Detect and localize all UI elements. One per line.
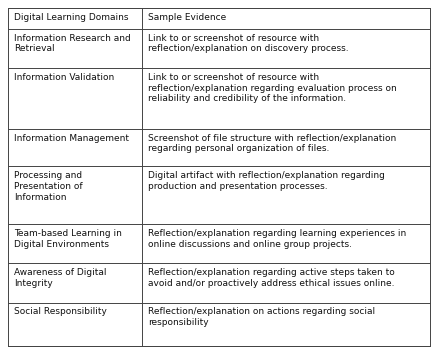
Text: Digital artifact with reflection/explanation regarding
production and presentati: Digital artifact with reflection/explana…	[148, 171, 385, 191]
Text: Information Validation: Information Validation	[14, 73, 114, 82]
Text: Reflection/explanation regarding learning experiences in
online discussions and : Reflection/explanation regarding learnin…	[148, 229, 407, 249]
Text: Screenshot of file structure with reflection/explanation
regarding personal orga: Screenshot of file structure with reflec…	[148, 134, 397, 153]
Text: Reflection/explanation on actions regarding social
responsibility: Reflection/explanation on actions regard…	[148, 307, 375, 327]
Text: Information Management: Information Management	[14, 134, 129, 143]
Text: Link to or screenshot of resource with
reflection/explanation regarding evaluati: Link to or screenshot of resource with r…	[148, 73, 397, 103]
Text: Awareness of Digital
Integrity: Awareness of Digital Integrity	[14, 268, 107, 288]
Text: Digital Learning Domains: Digital Learning Domains	[14, 13, 129, 22]
Text: Link to or screenshot of resource with
reflection/explanation on discovery proce: Link to or screenshot of resource with r…	[148, 34, 349, 53]
Text: Information Research and
Retrieval: Information Research and Retrieval	[14, 34, 131, 53]
Text: Processing and
Presentation of
Information: Processing and Presentation of Informati…	[14, 171, 83, 202]
Text: Team-based Learning in
Digital Environments: Team-based Learning in Digital Environme…	[14, 229, 122, 249]
Text: Reflection/explanation regarding active steps taken to
avoid and/or proactively : Reflection/explanation regarding active …	[148, 268, 395, 288]
Text: Social Responsibility: Social Responsibility	[14, 307, 107, 316]
Text: Sample Evidence: Sample Evidence	[148, 13, 227, 22]
